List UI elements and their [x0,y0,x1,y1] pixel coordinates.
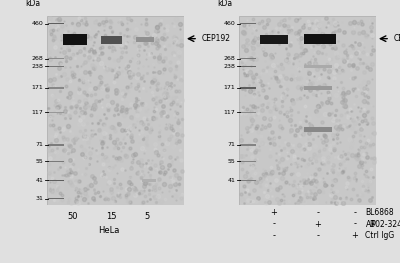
Bar [304,64,332,68]
Bar [48,112,64,113]
Bar [48,144,64,146]
Text: HeLa: HeLa [98,226,120,235]
Text: 50: 50 [68,212,78,221]
Bar [240,58,256,59]
Bar [240,87,256,89]
Text: 238: 238 [31,64,43,69]
Bar [240,144,256,146]
Text: 460: 460 [224,21,235,26]
Bar [260,35,288,44]
Bar [47,16,184,205]
Bar [48,58,64,59]
Text: 171: 171 [32,85,43,90]
Text: -: - [272,220,276,229]
Text: 268: 268 [32,56,43,61]
Text: 41: 41 [35,178,43,183]
Bar [101,36,122,44]
Text: 31: 31 [35,196,43,201]
Bar [304,34,336,44]
Text: 71: 71 [35,142,43,147]
Text: +: + [314,220,321,229]
Text: CEP192: CEP192 [202,34,231,43]
Text: kDa: kDa [26,0,41,8]
Bar [48,161,64,162]
Text: 460: 460 [32,21,43,26]
Text: A302-324A: A302-324A [366,220,400,229]
Bar [62,34,87,45]
Bar [48,23,64,24]
Text: kDa: kDa [218,0,233,8]
Text: -: - [353,208,356,217]
Text: -: - [316,208,320,217]
Bar [48,66,64,67]
Text: 117: 117 [32,110,43,115]
Text: 55: 55 [36,159,43,164]
Bar [48,87,64,89]
Text: Ctrl IgG: Ctrl IgG [366,231,395,240]
Bar [48,198,64,199]
Bar [240,180,256,181]
Text: 41: 41 [227,178,235,183]
Bar [48,180,64,181]
Text: -: - [272,231,276,240]
Bar [240,66,256,67]
Bar [240,161,256,162]
Bar [239,16,376,205]
Bar [240,23,256,24]
Text: 5: 5 [144,212,150,221]
Bar [59,210,159,220]
Text: 55: 55 [228,159,235,164]
Text: +: + [270,208,277,217]
Bar [304,127,332,132]
Text: -: - [353,220,356,229]
Text: 238: 238 [223,64,235,69]
Text: 71: 71 [227,142,235,147]
Text: IP: IP [369,220,376,229]
Text: CEP192: CEP192 [394,34,400,43]
Bar [240,112,256,113]
Text: BL6868: BL6868 [366,208,394,217]
Text: -: - [316,231,320,240]
Text: 171: 171 [224,85,235,90]
Bar [304,86,332,90]
Text: +: + [352,231,358,240]
Text: 268: 268 [224,56,235,61]
Bar [142,179,156,182]
Bar [136,37,154,42]
Text: 117: 117 [224,110,235,115]
Text: 15: 15 [106,212,117,221]
